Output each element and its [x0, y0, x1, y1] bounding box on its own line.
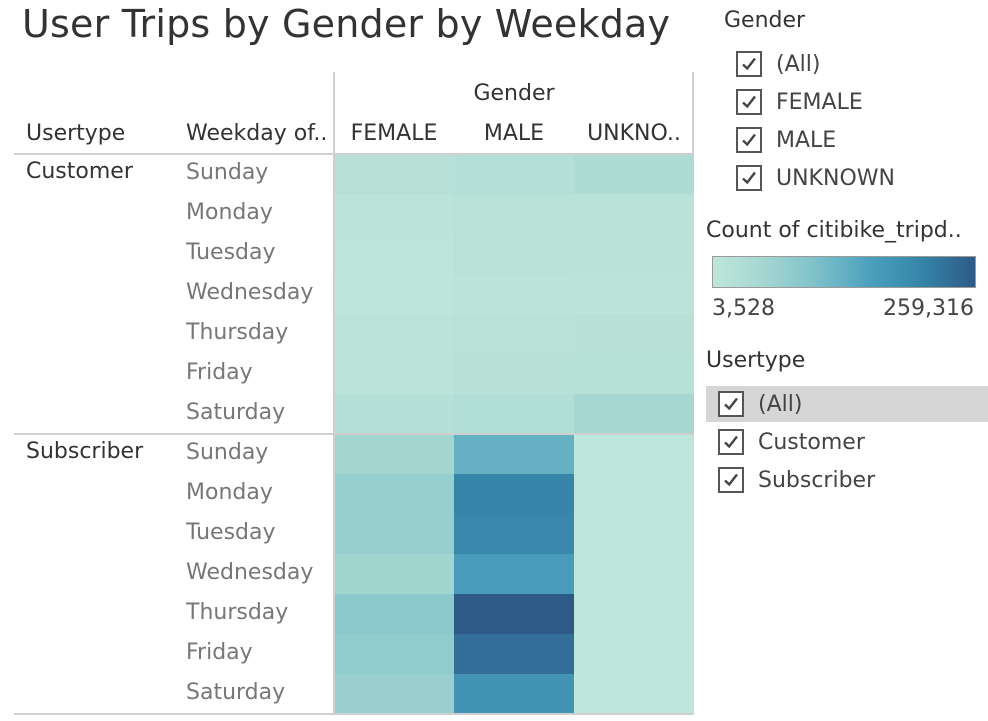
- heatmap-cell-subscriber-thursday-male[interactable]: [454, 594, 574, 634]
- heatmap-cell-customer-wednesday-female[interactable]: [334, 274, 454, 314]
- heatmap-cell-customer-thursday-male[interactable]: [454, 314, 574, 354]
- heatmap-cell-customer-friday-female[interactable]: [334, 354, 454, 394]
- heatmap-cell-customer-wednesday-unknown[interactable]: [574, 274, 694, 314]
- checkbox-checked-icon[interactable]: [736, 165, 762, 191]
- color-legend-min: 3,528: [712, 296, 775, 321]
- color-legend-max: 259,316: [883, 296, 974, 321]
- heatmap-cell-subscriber-saturday-unknown[interactable]: [574, 674, 694, 714]
- heatmap-cell-subscriber-thursday-female[interactable]: [334, 594, 454, 634]
- heatmap-cell-subscriber-friday-unknown[interactable]: [574, 634, 694, 674]
- usertype-filter-item-subscriber[interactable]: Subscriber: [718, 462, 875, 498]
- heatmap-cell-subscriber-tuesday-unknown[interactable]: [574, 514, 694, 554]
- heatmap-cell-subscriber-wednesday-unknown[interactable]: [574, 554, 694, 594]
- checkbox-checked-icon[interactable]: [718, 391, 744, 417]
- heatmap-cell-subscriber-tuesday-female[interactable]: [334, 514, 454, 554]
- checkbox-checked-icon[interactable]: [718, 429, 744, 455]
- checkbox-checked-icon[interactable]: [736, 89, 762, 115]
- heatmap-cell-subscriber-saturday-male[interactable]: [454, 674, 574, 714]
- heatmap-cell-customer-sunday-male[interactable]: [454, 154, 574, 194]
- heatmap-cell-customer-tuesday-unknown[interactable]: [574, 234, 694, 274]
- heatmap-cell-customer-saturday-male[interactable]: [454, 394, 574, 434]
- heatmap-cell-subscriber-monday-unknown[interactable]: [574, 474, 694, 514]
- usertype-label-customer: Customer: [26, 159, 133, 184]
- gender-filter-item-male[interactable]: MALE: [736, 122, 836, 158]
- heatmap-cell-subscriber-tuesday-male[interactable]: [454, 514, 574, 554]
- weekday-label-subscriber-sunday: Sunday: [186, 440, 269, 465]
- heatmap-cell-customer-sunday-unknown[interactable]: [574, 154, 694, 194]
- heatmap-cell-customer-tuesday-female[interactable]: [334, 234, 454, 274]
- checkbox-checked-icon[interactable]: [718, 467, 744, 493]
- heatmap-cell-customer-saturday-female[interactable]: [334, 394, 454, 434]
- weekday-label-customer-wednesday: Wednesday: [186, 280, 314, 305]
- heatmap-cell-subscriber-sunday-unknown[interactable]: [574, 434, 694, 474]
- heatmap-cell-subscriber-sunday-male[interactable]: [454, 434, 574, 474]
- usertype-filter-item-all[interactable]: (All): [706, 386, 988, 422]
- heatmap-cell-subscriber-monday-male[interactable]: [454, 474, 574, 514]
- usertype-filter-label: Subscriber: [758, 467, 876, 493]
- header-bottom-line: [14, 153, 694, 155]
- column-header-unknown: UNKNO..: [587, 121, 681, 146]
- weekday-label-customer-thursday: Thursday: [186, 320, 289, 345]
- heatmap-cell-customer-monday-female[interactable]: [334, 194, 454, 234]
- heatmap-cell-customer-thursday-female[interactable]: [334, 314, 454, 354]
- heatmap-cell-subscriber-sunday-female[interactable]: [334, 434, 454, 474]
- color-legend-title: Count of citibike_tripd..: [706, 218, 962, 243]
- weekday-label-subscriber-saturday: Saturday: [186, 680, 286, 705]
- gender-filter-label: FEMALE: [776, 89, 863, 115]
- heatmap-cell-subscriber-monday-female[interactable]: [334, 474, 454, 514]
- weekday-row-header: Weekday of..: [186, 121, 328, 146]
- column-header-female: FEMALE: [350, 121, 438, 146]
- checkbox-checked-icon[interactable]: [736, 127, 762, 153]
- gender-column-group-header: Gender: [473, 81, 555, 106]
- gender-filter-item-female[interactable]: FEMALE: [736, 84, 863, 120]
- gender-filter-label: UNKNOWN: [776, 165, 895, 191]
- gender-filter-title: Gender: [724, 8, 806, 33]
- chart-title: User Trips by Gender by Weekday: [22, 2, 671, 46]
- usertype-label-subscriber: Subscriber: [26, 439, 144, 464]
- heatmap-cell-subscriber-saturday-female[interactable]: [334, 674, 454, 714]
- heatmap-cell-customer-friday-unknown[interactable]: [574, 354, 694, 394]
- heatmap-cell-customer-saturday-unknown[interactable]: [574, 394, 694, 434]
- heatmap-cell-subscriber-thursday-unknown[interactable]: [574, 594, 694, 634]
- column-header-male: MALE: [483, 121, 545, 146]
- heatmap-cell-customer-friday-male[interactable]: [454, 354, 574, 394]
- heatmap-cell-subscriber-wednesday-female[interactable]: [334, 554, 454, 594]
- usertype-filter-label: (All): [758, 391, 803, 417]
- weekday-label-customer-saturday: Saturday: [186, 400, 286, 425]
- row-header-divider: [333, 72, 335, 714]
- weekday-label-subscriber-wednesday: Wednesday: [186, 560, 314, 585]
- heatmap-cell-customer-sunday-female[interactable]: [334, 154, 454, 194]
- gender-filter-item-unknown[interactable]: UNKNOWN: [736, 160, 895, 196]
- table-bottom-line: [14, 713, 694, 715]
- usertype-filter-title: Usertype: [706, 348, 806, 373]
- heatmap-cell-customer-tuesday-male[interactable]: [454, 234, 574, 274]
- usertype-filter-label: Customer: [758, 429, 865, 455]
- usertype-row-header: Usertype: [26, 121, 126, 146]
- gender-filter-item-all[interactable]: (All): [736, 46, 820, 82]
- heatmap-cell-customer-monday-unknown[interactable]: [574, 194, 694, 234]
- color-ramp: [712, 256, 976, 288]
- group-divider-line: [14, 433, 694, 435]
- heatmap-cell-subscriber-friday-male[interactable]: [454, 634, 574, 674]
- weekday-label-subscriber-tuesday: Tuesday: [186, 520, 276, 545]
- usertype-filter-item-customer[interactable]: Customer: [718, 424, 865, 460]
- checkbox-checked-icon[interactable]: [736, 51, 762, 77]
- weekday-label-subscriber-friday: Friday: [186, 640, 253, 665]
- heatmap-cell-customer-monday-male[interactable]: [454, 194, 574, 234]
- heatmap-cell-subscriber-friday-female[interactable]: [334, 634, 454, 674]
- weekday-label-customer-sunday: Sunday: [186, 160, 269, 185]
- weekday-label-subscriber-thursday: Thursday: [186, 600, 289, 625]
- heatmap-cell-subscriber-wednesday-male[interactable]: [454, 554, 574, 594]
- weekday-label-customer-friday: Friday: [186, 360, 253, 385]
- gender-filter-label: (All): [776, 51, 821, 77]
- weekday-label-customer-tuesday: Tuesday: [186, 240, 276, 265]
- weekday-label-subscriber-monday: Monday: [186, 480, 273, 505]
- right-header-border: [692, 72, 694, 154]
- gender-filter-label: MALE: [776, 127, 837, 153]
- heatmap-cell-customer-wednesday-male[interactable]: [454, 274, 574, 314]
- weekday-label-customer-monday: Monday: [186, 200, 273, 225]
- heatmap-cell-customer-thursday-unknown[interactable]: [574, 314, 694, 354]
